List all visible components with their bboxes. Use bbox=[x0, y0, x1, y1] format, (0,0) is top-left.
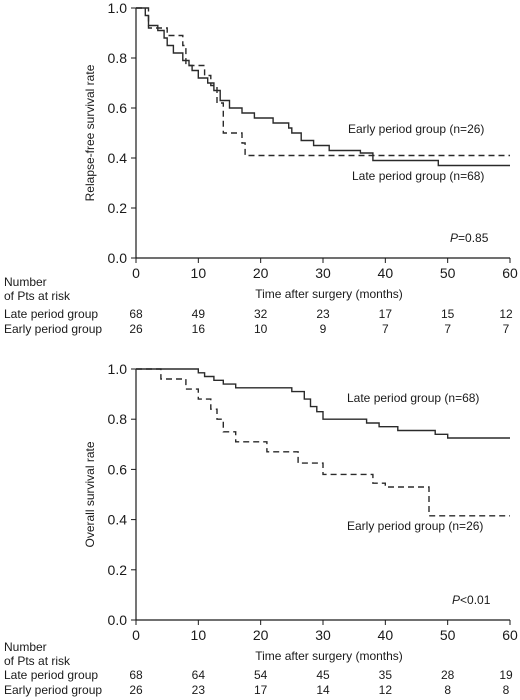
x-tick-label: 20 bbox=[253, 627, 269, 643]
x-axis-title: Time after surgery (months) bbox=[255, 287, 403, 301]
y-tick-label: 0.0 bbox=[108, 612, 128, 628]
y-tick-label: 1.0 bbox=[108, 361, 128, 377]
x-tick-label: 30 bbox=[315, 265, 331, 281]
y-tick-label: 0.6 bbox=[108, 461, 128, 477]
risk-count: 12 bbox=[499, 307, 513, 321]
risk-table-header: of Pts at risk bbox=[4, 289, 71, 303]
p-value: P<0.01 bbox=[452, 593, 491, 607]
x-tick-label: 60 bbox=[502, 265, 518, 281]
y-tick-label: 0.8 bbox=[108, 50, 128, 66]
risk-count: 12 bbox=[379, 683, 393, 697]
risk-count: 15 bbox=[441, 307, 455, 321]
y-axis-title: Overall survival rate bbox=[83, 441, 97, 547]
x-axis-title: Time after surgery (months) bbox=[255, 649, 403, 663]
risk-count: 14 bbox=[316, 683, 330, 697]
risk-count: 23 bbox=[192, 683, 206, 697]
risk-count: 8 bbox=[444, 683, 451, 697]
y-tick-label: 0.0 bbox=[108, 250, 128, 266]
y-tick-label: 0.4 bbox=[108, 512, 128, 528]
risk-count: 35 bbox=[379, 668, 393, 682]
y-axis-title: Relapse-free survival rate bbox=[83, 64, 97, 201]
x-tick-label: 0 bbox=[132, 627, 140, 643]
risk-count: 45 bbox=[316, 668, 330, 682]
legend-label: Early period group (n=26) bbox=[347, 519, 483, 533]
risk-count: 8 bbox=[503, 683, 510, 697]
series-line-late-period bbox=[136, 7, 510, 167]
risk-count: 26 bbox=[129, 683, 143, 697]
x-tick-label: 40 bbox=[378, 265, 394, 281]
y-tick-label: 0.2 bbox=[108, 200, 128, 216]
x-tick-label: 40 bbox=[378, 627, 394, 643]
risk-count: 68 bbox=[129, 307, 143, 321]
chart-panel-2: 0.0 0.2 0.4 0.6 0.8 1.0 0 10 20 30 40 50 60 Overall s… bbox=[4, 361, 518, 697]
risk-row-label: Early period group bbox=[4, 683, 102, 697]
x-tick-label: 50 bbox=[440, 265, 456, 281]
x-tick-label: 30 bbox=[315, 627, 331, 643]
risk-table-header: Number bbox=[4, 275, 47, 289]
risk-row-label: Late period group bbox=[4, 668, 98, 682]
x-tick-label: 10 bbox=[191, 265, 207, 281]
risk-count: 26 bbox=[129, 322, 143, 336]
risk-count: 68 bbox=[129, 668, 143, 682]
risk-count: 7 bbox=[503, 322, 510, 336]
risk-count: 19 bbox=[499, 668, 513, 682]
x-tick-label: 0 bbox=[132, 265, 140, 281]
y-tick-label: 0.2 bbox=[108, 562, 128, 578]
risk-count: 28 bbox=[441, 668, 455, 682]
y-tick-label: 0.6 bbox=[108, 100, 128, 116]
risk-count: 32 bbox=[254, 307, 268, 321]
risk-count: 17 bbox=[254, 683, 268, 697]
legend-label: Early period group (n=26) bbox=[348, 122, 484, 136]
x-tick-label: 60 bbox=[502, 627, 518, 643]
risk-count: 49 bbox=[192, 307, 206, 321]
x-tick-label: 20 bbox=[253, 265, 269, 281]
y-tick-label: 1.0 bbox=[108, 0, 128, 16]
series-line-early-period bbox=[136, 7, 510, 157]
risk-row-label: Late period group bbox=[4, 307, 98, 321]
x-tick-label: 10 bbox=[191, 627, 207, 643]
risk-row-label: Early period group bbox=[4, 322, 102, 336]
chart-panel-1: 0.0 0.2 0.4 0.6 0.8 1.0 0 10 20 30 40 50 60 Relapse-f… bbox=[4, 0, 518, 336]
legend-label: Late period group (n=68) bbox=[347, 391, 479, 405]
risk-count: 64 bbox=[192, 668, 206, 682]
risk-count: 9 bbox=[320, 322, 327, 336]
y-tick-label: 0.8 bbox=[108, 411, 128, 427]
series-line-late-period bbox=[136, 368, 510, 439]
legend-label: Late period group (n=68) bbox=[352, 169, 484, 183]
risk-table-header: Number bbox=[4, 640, 47, 654]
risk-count: 16 bbox=[192, 322, 206, 336]
risk-count: 23 bbox=[316, 307, 330, 321]
y-tick-label: 0.4 bbox=[108, 150, 128, 166]
risk-count: 17 bbox=[379, 307, 393, 321]
x-tick-label: 50 bbox=[440, 627, 456, 643]
risk-count: 7 bbox=[444, 322, 451, 336]
risk-count: 54 bbox=[254, 668, 268, 682]
risk-count: 10 bbox=[254, 322, 268, 336]
p-value: P=0.85 bbox=[450, 231, 489, 245]
risk-count: 7 bbox=[382, 322, 389, 336]
risk-table-header: of Pts at risk bbox=[4, 654, 71, 668]
